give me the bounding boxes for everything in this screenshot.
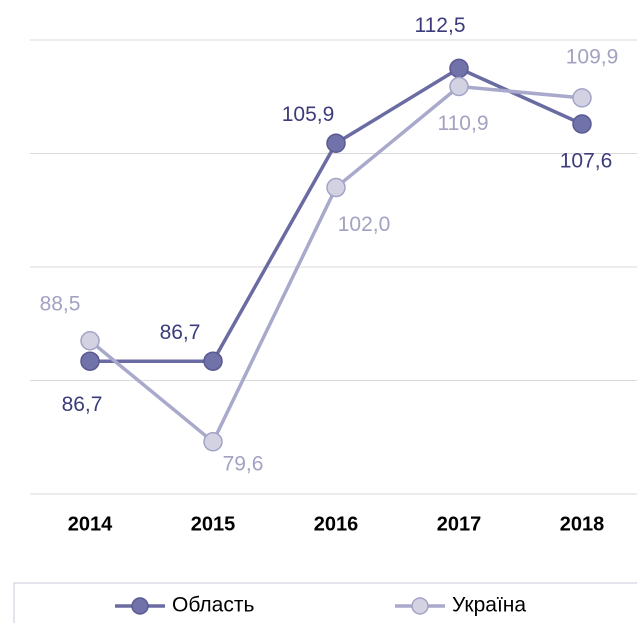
point (572, 88, 592, 108)
data-label: 86,7 (62, 393, 103, 416)
data-label: 88,5 (40, 292, 81, 315)
point (326, 177, 346, 198)
data-label: 79,6 (223, 452, 264, 475)
data-label: 107,6 (560, 150, 613, 173)
x-tick-label: 2018 (560, 513, 605, 535)
legend-frame (13, 582, 637, 623)
point (80, 351, 100, 371)
point (203, 432, 223, 452)
data-label: 109,9 (566, 45, 619, 68)
x-tick-label: 2014 (68, 513, 113, 535)
legend-marker (131, 597, 149, 615)
legend-marker (411, 597, 429, 615)
x-tick-label: 2015 (191, 513, 236, 535)
data-label: 112,5 (415, 14, 466, 37)
x-tick-label: 2016 (314, 513, 359, 535)
point (572, 114, 592, 134)
point (449, 76, 469, 97)
point (449, 58, 469, 79)
x-tick-label: 2017 (437, 513, 482, 535)
point (80, 331, 100, 351)
point (326, 133, 346, 154)
data-label: 110,9 (438, 112, 489, 135)
series-line (90, 66, 583, 363)
data-label: 102,0 (338, 213, 391, 236)
point (203, 351, 223, 371)
legend-label: Область (172, 594, 254, 617)
data-label: 86,7 (160, 321, 201, 344)
legend-label: Україна (452, 594, 526, 617)
data-label: 105,9 (282, 103, 335, 126)
